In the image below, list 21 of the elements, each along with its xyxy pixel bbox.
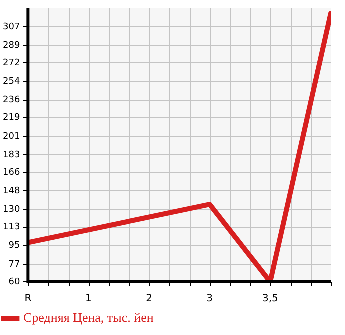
y-tick-label: 236: [2, 96, 20, 106]
y-tick-label: 166: [2, 168, 20, 178]
y-tick-label: 219: [2, 113, 20, 124]
y-tick-label: 254: [2, 77, 20, 88]
x-tick-label: 1: [86, 294, 92, 305]
x-tick-label: R: [24, 294, 32, 305]
y-tick-label: 148: [2, 186, 20, 196]
y-tick-label: 289: [2, 40, 20, 51]
y-tick-label: 95: [8, 241, 20, 252]
legend-label: Средняя Цена, тыс. йен: [24, 310, 154, 325]
y-tick-label: 113: [2, 222, 20, 233]
x-tick-label: 3: [206, 294, 214, 305]
y-tick-label: 183: [2, 150, 20, 160]
y-tick-label: 307: [2, 22, 20, 32]
y-tick-label: 77: [8, 260, 20, 270]
x-tick-label: 2: [146, 294, 152, 305]
y-tick-label: 130: [2, 205, 20, 216]
y-tick-label: 272: [2, 58, 20, 68]
y-tick-label: 60: [8, 277, 20, 288]
x-tick-label: 3,5: [262, 294, 278, 305]
y-tick-label: 201: [2, 132, 20, 142]
